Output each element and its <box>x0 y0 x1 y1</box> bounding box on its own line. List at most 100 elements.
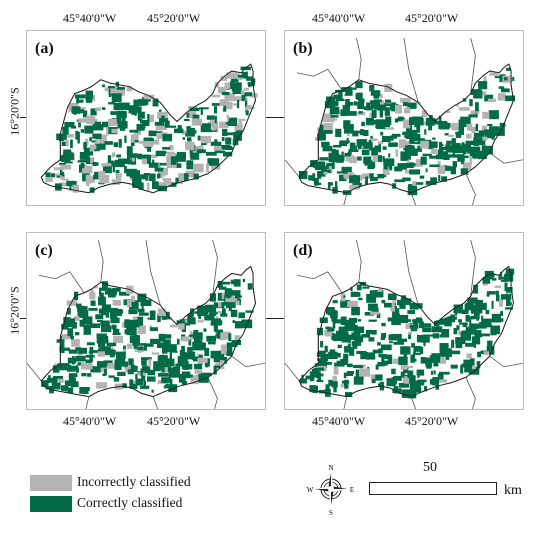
correct-patch <box>192 341 203 351</box>
correct-patch <box>352 87 357 90</box>
correct-patch <box>405 163 416 167</box>
correct-patch <box>384 302 392 308</box>
correct-patch <box>479 333 490 337</box>
correct-patch <box>112 165 116 173</box>
incorrect-patch <box>131 380 139 386</box>
incorrect-patch <box>331 115 335 123</box>
correct-patch <box>122 361 128 367</box>
correct-patch <box>496 295 500 302</box>
correct-patch <box>361 121 365 127</box>
correct-patch <box>407 370 414 379</box>
correct-patch <box>469 146 481 153</box>
correct-patch <box>129 129 139 133</box>
incorrect-patch <box>81 362 85 370</box>
correct-patch <box>343 295 346 298</box>
correct-patch <box>143 380 146 387</box>
study-area-border <box>40 265 256 398</box>
correct-patch <box>376 313 381 319</box>
correct-patch <box>369 85 375 92</box>
correct-patch <box>371 374 376 384</box>
incorrect-patch <box>235 300 240 305</box>
correct-patch <box>247 283 253 290</box>
correct-patch <box>203 328 207 332</box>
correct-patch <box>109 349 115 358</box>
correct-patch <box>64 380 74 386</box>
correct-patch <box>100 325 112 333</box>
correct-patch <box>500 311 503 316</box>
panel-label-d: (d) <box>293 242 313 259</box>
incorrect-patch <box>78 118 87 123</box>
correct-patch <box>168 370 180 378</box>
correct-patch <box>230 309 238 317</box>
correct-patch <box>103 166 112 174</box>
correct-patch <box>451 339 455 348</box>
incorrect-patch <box>158 182 167 189</box>
incorrect-patch <box>111 152 116 158</box>
correct-patch <box>136 124 145 131</box>
incorrect-patch <box>220 331 231 340</box>
correct-patch <box>376 125 385 130</box>
correct-patch <box>111 308 122 317</box>
correct-patch <box>153 361 165 370</box>
incorrect-patch <box>98 134 107 144</box>
correct-patch <box>397 117 405 122</box>
correct-patch <box>101 346 111 356</box>
correct-patch <box>324 345 328 353</box>
correct-patch <box>169 352 172 360</box>
correct-patch <box>419 175 425 179</box>
correct-patch <box>425 168 428 173</box>
correct-patch <box>308 175 316 181</box>
correct-patch <box>137 316 144 326</box>
correct-patch <box>337 332 349 340</box>
incorrect-patch <box>217 87 226 94</box>
incorrect-patch <box>224 82 235 89</box>
correct-patch <box>450 166 456 175</box>
correct-patch <box>388 164 393 171</box>
correct-patch <box>475 123 479 132</box>
correct-patch <box>51 381 61 390</box>
correct-patch <box>163 339 171 348</box>
correct-patch <box>439 141 442 150</box>
correct-patch <box>429 164 440 167</box>
correct-patch <box>89 187 95 193</box>
correct-patch <box>177 338 180 345</box>
correct-patch <box>328 309 336 316</box>
correct-patch <box>365 329 372 335</box>
correct-patch <box>160 363 172 371</box>
incorrect-patch <box>238 118 246 121</box>
correct-patch <box>230 280 236 285</box>
correct-patch <box>233 132 242 141</box>
correct-patch <box>194 335 200 343</box>
correct-patch <box>65 383 69 392</box>
correct-patch <box>90 323 101 328</box>
correct-patch <box>83 142 87 150</box>
correct-patch <box>503 77 508 81</box>
incorrect-patch <box>216 310 226 314</box>
correct-patch <box>453 304 463 314</box>
correct-patch <box>67 335 74 339</box>
correct-patch <box>246 78 256 81</box>
correct-patch <box>337 344 342 349</box>
correct-patch <box>384 107 390 116</box>
correct-patch <box>364 161 373 166</box>
correct-patch <box>85 354 95 358</box>
correct-patch <box>460 168 468 175</box>
correct-patch <box>478 81 488 90</box>
correct-patch <box>400 371 405 378</box>
correct-patch <box>481 141 486 146</box>
incorrect-patch <box>101 163 112 167</box>
incorrect-patch <box>220 75 228 81</box>
municipal-boundary-line <box>284 159 300 178</box>
correct-patch <box>158 151 167 154</box>
correct-patch <box>437 373 444 381</box>
correct-patch <box>320 353 329 362</box>
correct-patch <box>414 118 424 126</box>
incorrect-patch <box>146 154 158 158</box>
correct-patch <box>186 127 195 135</box>
correct-patch <box>204 363 210 367</box>
correct-patch <box>80 162 85 169</box>
correct-patch <box>174 128 184 134</box>
incorrect-patch <box>148 139 160 145</box>
correct-patch <box>158 118 169 123</box>
